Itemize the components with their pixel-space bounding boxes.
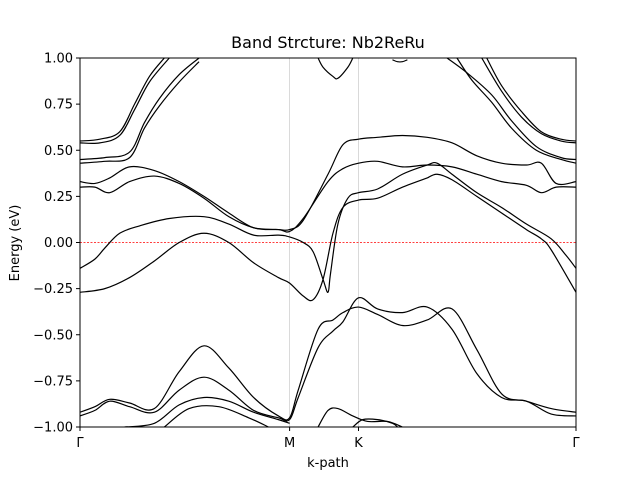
band-line-8 [80,58,170,145]
y-axis-ticks: −1.00 −0.75 −0.50 −0.25 0.00 0.25 0.50 0.75 1.00 [33,52,80,436]
band-line-11 [486,58,576,142]
x-tick-label: M [284,436,295,451]
y-tick-label: 0.25 [44,190,73,205]
band-line-3 [80,160,576,233]
band-line-18 [163,405,269,427]
band-line-5 [80,58,200,161]
x-tick-label: Γ [572,436,580,451]
band-line-10 [456,58,576,164]
band-line-1 [80,173,576,302]
band-line-12 [481,58,576,144]
band-line-17 [124,396,290,427]
band-line-7 [80,58,165,142]
y-axis-label: Energy (eV) [8,205,23,282]
x-axis-label: k-path [307,456,349,471]
chart-title: Band Strcture: Nb2ReRu [231,33,425,52]
y-tick-label: −0.25 [33,282,73,297]
y-tick-label: 0.00 [44,236,73,251]
band-line-15 [80,306,576,421]
band-line-14 [392,59,408,63]
x-tick-label: Γ [76,436,84,451]
band-line-20 [352,418,398,427]
band-line-13 [317,58,354,80]
y-tick-label: 0.50 [44,144,73,159]
high-symmetry-gridlines [289,58,359,427]
x-tick-label: K [354,436,363,451]
band-series-group [80,58,576,427]
y-tick-label: −1.00 [33,421,73,436]
y-tick-label: −0.50 [33,328,73,343]
y-tick-label: −0.75 [33,374,73,389]
band-line-19 [317,407,403,427]
y-tick-label: 0.75 [44,98,73,113]
band-line-16 [80,297,576,422]
y-tick-label: 1.00 [44,52,73,67]
band-line-4 [80,134,576,231]
band-line-6 [80,61,200,164]
band-line-2 [80,161,576,293]
